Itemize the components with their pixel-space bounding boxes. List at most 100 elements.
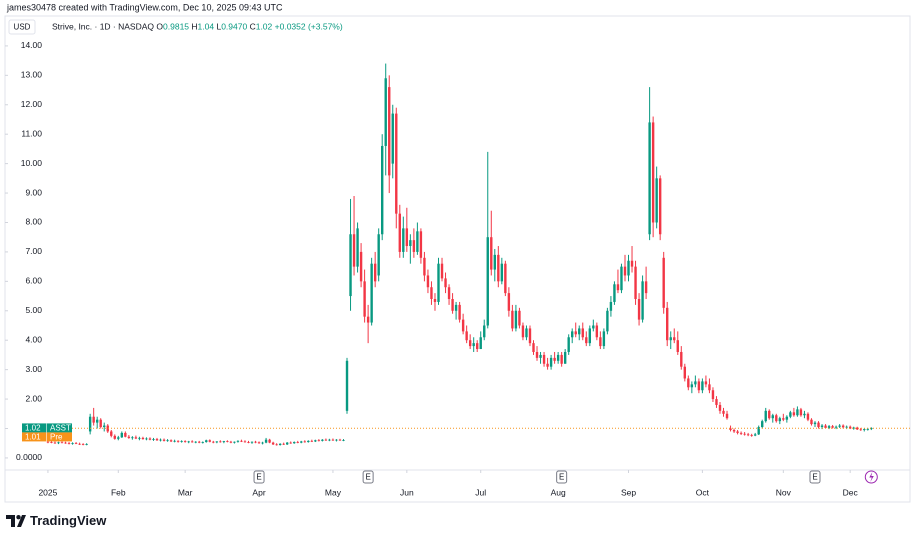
candle-body <box>377 234 380 276</box>
candle-body <box>736 431 739 433</box>
candle-body <box>606 310 609 332</box>
candle-body <box>571 331 574 338</box>
logo-mark <box>6 515 15 527</box>
logo <box>6 515 26 527</box>
candle-body <box>124 432 127 437</box>
candle-body <box>722 410 725 414</box>
candle-body <box>718 404 722 411</box>
candle-body <box>310 440 314 442</box>
candle-body <box>486 237 489 326</box>
candle-body <box>458 304 461 320</box>
ohlc-key: C <box>250 22 256 32</box>
x-tick-label: May <box>325 487 342 497</box>
candle-body <box>490 237 493 270</box>
candle-body <box>57 442 60 444</box>
candle-body <box>546 363 549 367</box>
candle-body <box>166 440 169 442</box>
candle-body <box>627 260 630 276</box>
candle-body <box>275 444 278 446</box>
candle-body <box>215 441 219 443</box>
candle-body <box>106 425 109 432</box>
candle-body <box>616 284 620 291</box>
candle-body <box>395 113 398 214</box>
candle-body <box>687 378 690 388</box>
candle-body <box>398 213 401 252</box>
candle-body <box>183 441 187 443</box>
overlay: 1.02 ASST 1.01 Pre E E E E <box>22 423 910 484</box>
candle-body <box>518 310 521 326</box>
candle-body <box>194 441 197 443</box>
candle-body <box>870 427 873 430</box>
event-marker <box>556 470 568 484</box>
candle-body <box>370 263 373 323</box>
candle-body <box>725 413 729 419</box>
x-tick-label: Apr <box>252 487 265 497</box>
candle-body <box>120 432 124 438</box>
candle-body <box>838 425 841 427</box>
candle-body <box>817 422 820 428</box>
candle-body <box>669 337 672 341</box>
event-label: E <box>365 473 370 482</box>
candle-body <box>827 426 831 428</box>
candle-body <box>416 231 419 252</box>
candle-body <box>789 412 792 417</box>
candle-body <box>342 439 345 441</box>
candle-body <box>704 381 708 385</box>
candle-body <box>592 325 595 329</box>
chart-frame <box>4 15 911 503</box>
candle-body <box>388 87 391 176</box>
candle-body <box>771 415 774 419</box>
candle-body <box>785 416 789 420</box>
candle-body <box>556 354 560 361</box>
candle-body <box>493 254 496 270</box>
candle-body <box>352 234 356 267</box>
price-tag-name: ASST <box>50 424 71 433</box>
candle-body <box>708 384 711 391</box>
candle-body <box>820 425 824 428</box>
candle-body <box>67 443 71 445</box>
currency-box <box>8 19 36 35</box>
candle-body <box>701 381 704 391</box>
candle-body <box>690 384 694 388</box>
price-tag-sep <box>46 423 47 433</box>
ohlc-key: H <box>191 22 197 32</box>
candle-body <box>229 441 233 443</box>
candle-body <box>637 299 641 320</box>
candle-body <box>599 337 602 347</box>
candle-body <box>296 442 299 443</box>
y-tick-label: 10.00 <box>21 158 43 168</box>
candle-body <box>859 429 862 431</box>
event-label: E <box>559 473 564 482</box>
candle-body <box>285 442 289 445</box>
candle-body <box>198 441 201 443</box>
candle-body <box>799 409 803 416</box>
candle-body <box>620 266 623 291</box>
candle-body <box>581 328 584 338</box>
x-tick-label: Dec <box>843 487 859 497</box>
ohlc-key: O <box>156 22 163 32</box>
candle-body <box>148 438 152 440</box>
candle-body <box>806 413 810 420</box>
candle-body <box>761 421 764 428</box>
candle-body <box>824 425 827 428</box>
candle-body <box>465 331 468 341</box>
x-tick-label: Sep <box>621 487 636 497</box>
candle-body <box>95 419 99 423</box>
candle-body <box>539 354 542 358</box>
candle-body <box>409 240 412 247</box>
ohlc-key: L <box>216 22 221 32</box>
candle-body <box>451 299 454 311</box>
candle-body <box>834 426 838 428</box>
dividend-icon <box>869 472 874 482</box>
candle-body <box>796 409 799 416</box>
candle-body <box>117 437 120 439</box>
candle-body <box>345 360 349 411</box>
candle-body <box>479 337 482 350</box>
candle-body <box>331 439 335 441</box>
candle-body <box>212 441 215 443</box>
candle-body <box>651 122 655 223</box>
candle-body <box>595 325 599 338</box>
candle-body <box>278 443 282 445</box>
candle-body <box>535 351 539 358</box>
